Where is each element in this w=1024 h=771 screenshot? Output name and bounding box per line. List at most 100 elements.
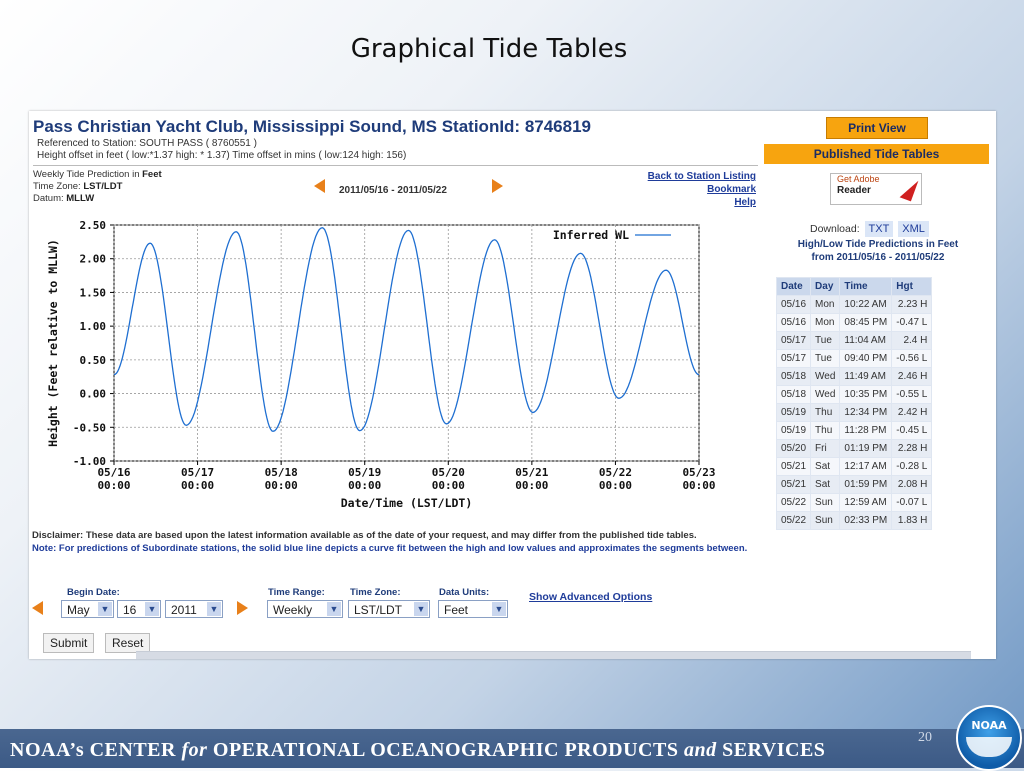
- table-cell: 05/16: [777, 314, 811, 331]
- inferred-wl-line: [113, 226, 700, 432]
- table-cell: 09:40 PM: [840, 350, 892, 367]
- table-header: Hgt: [892, 278, 932, 295]
- subordinate-note: Note: For predictions of Subordinate sta…: [32, 543, 748, 554]
- y-tick-label: 1.00: [80, 320, 107, 333]
- table-cell: 2.08 H: [892, 476, 932, 493]
- high-low-table: Date Day Time Hgt 05/16 Mon 10:22 AM 2.23 H 05/…: [776, 277, 933, 530]
- table-cell: 2.46 H: [892, 368, 932, 385]
- previous-date-arrow-icon[interactable]: [32, 601, 43, 615]
- txt-download-button[interactable]: TXT: [864, 221, 894, 237]
- table-cell: -0.47 L: [892, 314, 932, 331]
- show-advanced-options-link[interactable]: Show Advanced Options: [529, 591, 653, 603]
- table-cell: 12:17 AM: [840, 458, 892, 475]
- table-cell: Wed: [811, 386, 840, 403]
- month-select[interactable]: May ▼: [61, 600, 114, 618]
- table-header: Time: [840, 278, 892, 295]
- y-tick-label: 1.50: [80, 286, 107, 299]
- help-link[interactable]: Help: [734, 197, 756, 208]
- adobe-get-text: Get Adobe: [837, 174, 880, 184]
- table-cell: Sat: [811, 458, 840, 475]
- download-row: Download: TXT XML: [810, 221, 929, 237]
- bookmark-link[interactable]: Bookmark: [707, 184, 756, 195]
- table-cell: Tue: [811, 332, 840, 349]
- time-zone-info: Time Zone: LST/LDT: [33, 181, 123, 192]
- table-cell: 12:59 AM: [840, 494, 892, 511]
- next-date-arrow-icon[interactable]: [237, 601, 248, 615]
- page-number: 20: [918, 730, 932, 745]
- table-cell: -0.07 L: [892, 494, 932, 511]
- x-tick-time-label: 00:00: [599, 479, 632, 492]
- y-tick-label: -1.00: [73, 455, 106, 468]
- reference-station: Referenced to Station: SOUTH PASS ( 8760…: [37, 138, 257, 149]
- table-cell: 05/22: [777, 512, 811, 529]
- table-row: 05/18 Wed 11:49 AM 2.46 H: [777, 368, 932, 385]
- table-cell: 05/20: [777, 440, 811, 457]
- table-cell: 01:59 PM: [840, 476, 892, 493]
- table-cell: 02:33 PM: [840, 512, 892, 529]
- table-row: 05/17 Tue 11:04 AM 2.4 H: [777, 332, 932, 349]
- legend-label: Inferred WL: [553, 228, 629, 242]
- table-row: 05/16 Mon 10:22 AM 2.23 H: [777, 296, 932, 313]
- x-tick-date-label: 05/16: [97, 466, 130, 479]
- right-column: Print View Published Tide Tables Get Ado…: [764, 111, 996, 530]
- table-row: 05/21 Sat 01:59 PM 2.08 H: [777, 476, 932, 493]
- offsets-line: Height offset in feet ( low:*1.37 high: …: [37, 150, 407, 161]
- footer-bar: NOAA’s CENTER for OPERATIONAL OCEANOGRAP…: [0, 729, 1024, 768]
- time-zone-select[interactable]: LST/LDT ▼: [348, 600, 430, 618]
- table-header: Date: [777, 278, 811, 295]
- table-cell: 05/18: [777, 368, 811, 385]
- table-row: 05/22 Sun 12:59 AM -0.07 L: [777, 494, 932, 511]
- y-axis-label: Height (Feet relative to MLLW): [46, 239, 60, 447]
- slide-title: Graphical Tide Tables: [350, 34, 628, 64]
- previous-week-arrow-icon[interactable]: [314, 179, 325, 193]
- chevron-down-icon: ▼: [492, 602, 506, 616]
- day-select[interactable]: 16 ▼: [117, 600, 161, 618]
- data-units-select[interactable]: Feet ▼: [438, 600, 508, 618]
- chevron-down-icon: ▼: [327, 602, 341, 616]
- reset-button[interactable]: Reset: [105, 633, 151, 653]
- download-label: Download:: [810, 223, 860, 235]
- y-tick-label: 0.00: [80, 388, 107, 401]
- back-to-station-link[interactable]: Back to Station Listing: [647, 171, 756, 182]
- print-view-button[interactable]: Print View: [826, 117, 928, 139]
- table-cell: -0.56 L: [892, 350, 932, 367]
- y-tick-label: 0.50: [80, 354, 107, 367]
- table-cell: Thu: [811, 404, 840, 421]
- adobe-reader-text: Reader: [837, 185, 871, 196]
- submit-button[interactable]: Submit: [43, 633, 95, 653]
- table-cell: 2.23 H: [892, 296, 932, 313]
- x-tick-time-label: 00:00: [682, 479, 715, 492]
- xml-download-button[interactable]: XML: [898, 221, 929, 237]
- table-cell: 11:49 AM: [840, 368, 892, 385]
- data-units-label: Data Units:: [439, 587, 490, 598]
- table-cell: -0.45 L: [892, 422, 932, 439]
- table-cell: 11:28 PM: [840, 422, 892, 439]
- x-tick-time-label: 00:00: [348, 479, 381, 492]
- y-tick-label: 2.00: [80, 253, 107, 266]
- adobe-reader-badge[interactable]: Get Adobe Reader: [830, 173, 922, 205]
- x-tick-time-label: 00:00: [432, 479, 465, 492]
- x-tick-date-label: 05/19: [348, 466, 381, 479]
- table-cell: Mon: [811, 296, 840, 313]
- table-cell: 10:35 PM: [840, 386, 892, 403]
- y-tick-label: -0.50: [73, 421, 106, 434]
- table-cell: 05/17: [777, 332, 811, 349]
- header-divider: [33, 165, 758, 166]
- date-range-label: 2011/05/16 - 2011/05/22: [339, 185, 447, 196]
- table-row: 05/19 Thu 11:28 PM -0.45 L: [777, 422, 932, 439]
- table-cell: 05/18: [777, 386, 811, 403]
- table-cell: -0.55 L: [892, 386, 932, 403]
- table-cell: 05/21: [777, 476, 811, 493]
- table-cell: 05/19: [777, 422, 811, 439]
- table-cell: Fri: [811, 440, 840, 457]
- table-row: 05/21 Sat 12:17 AM -0.28 L: [777, 458, 932, 475]
- time-range-select[interactable]: Weekly ▼: [267, 600, 343, 618]
- table-cell: Tue: [811, 350, 840, 367]
- next-week-arrow-icon[interactable]: [492, 179, 503, 193]
- table-cell: 12:34 PM: [840, 404, 892, 421]
- table-row: 05/17 Tue 09:40 PM -0.56 L: [777, 350, 932, 367]
- published-tables-header: Published Tide Tables: [764, 144, 989, 164]
- table-cell: Sun: [811, 512, 840, 529]
- year-select[interactable]: 2011 ▼: [165, 600, 223, 618]
- horizontal-scrollbar[interactable]: [136, 651, 971, 659]
